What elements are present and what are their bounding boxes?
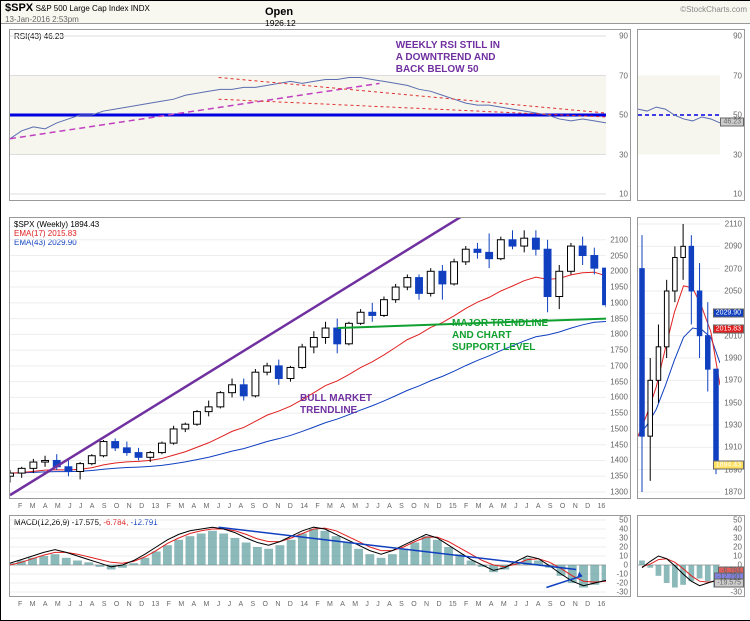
- credit: ©StockCharts.com: [680, 5, 747, 14]
- macd-axis: -30-20-1001020304050: [606, 516, 630, 596]
- support-label: MAJOR TRENDLINEAND CHARTSUPPORT LEVEL: [452, 318, 548, 354]
- rsi-axis: 1030507090: [606, 30, 630, 200]
- rsi-zoom-chart: [638, 30, 720, 200]
- symbol: $SPX: [5, 2, 33, 14]
- chart-frame: $SPX S&P 500 Large Cap Index INDX 13-Jan…: [0, 0, 750, 621]
- macd-zoom: -30-20-1001020304050-6.784-12.791-19.575: [637, 515, 745, 597]
- price-panel: $SPX (Weekly) 1894.43EMA(17) 2015.83EMA(…: [9, 217, 631, 499]
- rsi-annotation: WEEKLY RSI STILL INA DOWNTREND ANDBACK B…: [396, 40, 500, 76]
- macd-zoom-axis: -30-20-1001020304050-6.784-12.791-19.575: [720, 516, 744, 596]
- header-left: $SPX S&P 500 Large Cap Index INDX 13-Jan…: [5, 2, 150, 24]
- price-chart: [10, 218, 606, 498]
- macd-chart: [10, 516, 606, 596]
- price-xaxis: FMAMJJASOND13FMAMJJASOND14FMAMJJASOND15F…: [18, 503, 606, 510]
- macd-panel: MACD(12,26,9) -17.575, -6.784, -12.791 -…: [9, 515, 631, 597]
- price-zoom-axis: 1870189019101930195019701990201020302050…: [720, 218, 744, 498]
- price-axis: 1300135014001450150015501600165017001750…: [606, 218, 630, 498]
- macd-zoom-chart: [638, 516, 720, 596]
- date: 13-Jan-2016 2:53pm: [5, 15, 79, 24]
- header: $SPX S&P 500 Large Cap Index INDX 13-Jan…: [1, 1, 750, 24]
- bull-trendline-label: BULL MARKETTRENDLINE: [300, 393, 372, 417]
- rsi-panel: RSI(43) 46.23 1030507090 WEEKLY RSI STIL…: [9, 29, 631, 201]
- macd-xaxis: FMAMJJASOND13FMAMJJASOND14FMAMJJASOND15F…: [18, 601, 606, 608]
- index-name: S&P 500 Large Cap Index INDX: [36, 4, 150, 13]
- price-zoom-chart: [638, 218, 720, 498]
- rsi-chart: [10, 30, 606, 200]
- price-zoom: 1870189019101930195019701990201020302050…: [637, 217, 745, 499]
- rsi-zoom: 103050709046.23: [637, 29, 745, 201]
- rsi-zoom-axis: 103050709046.23: [720, 30, 744, 200]
